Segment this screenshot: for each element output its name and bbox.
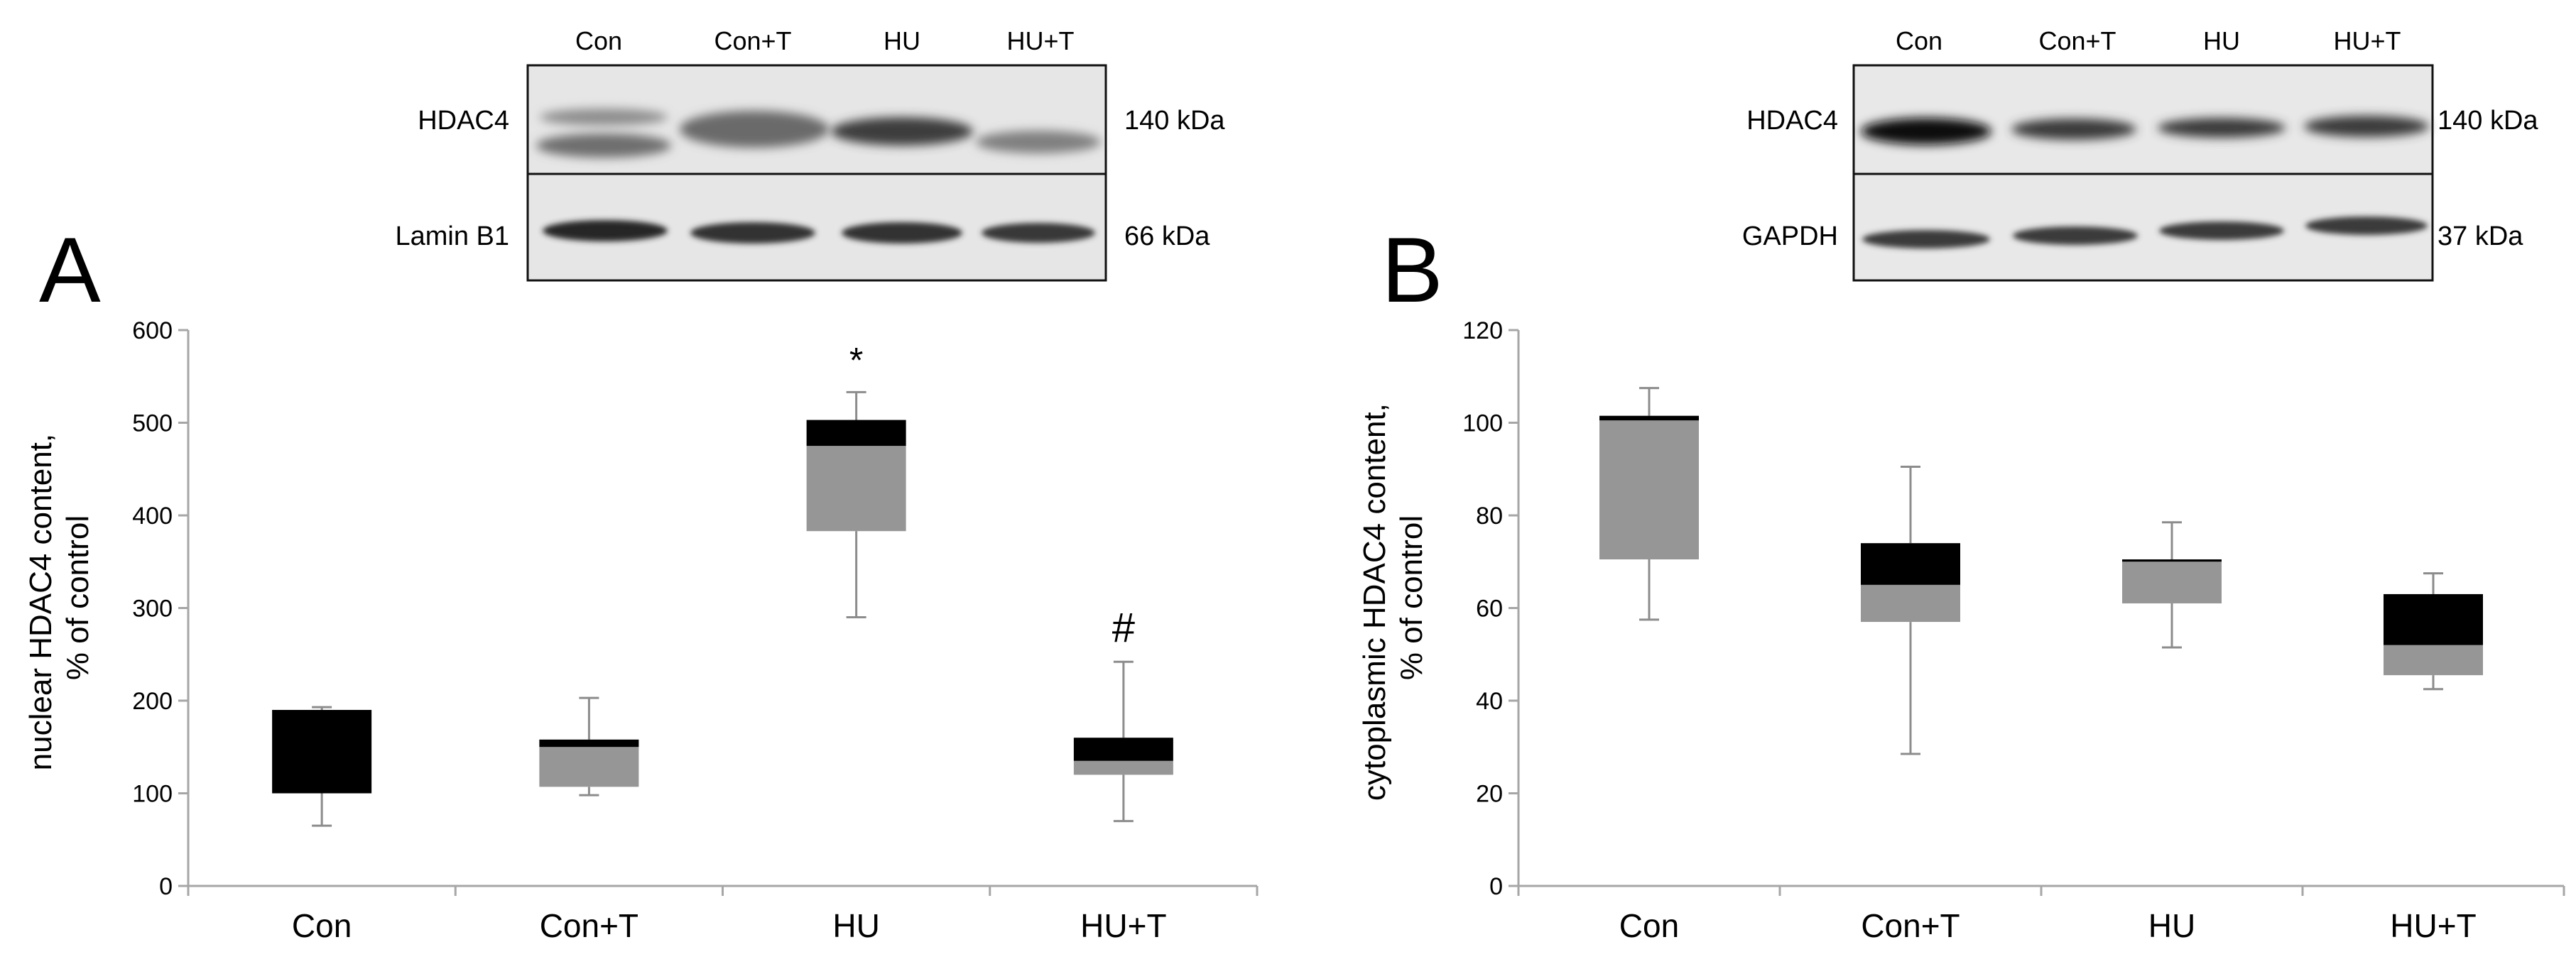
y-tick-label: 0 [1489, 873, 1503, 900]
blot-row-label-hdac4: HDAC4 [1746, 106, 1838, 136]
blot-lane-label-hu: HU [2203, 26, 2240, 55]
box-lower-quartile [1073, 760, 1173, 775]
blot-band [2305, 217, 2428, 235]
blot-lane-label-con: Con [575, 26, 622, 55]
blot-size-label-66kda: 66 kDa [1124, 221, 1210, 251]
box-lower-quartile [1599, 420, 1699, 559]
y-tick-label: 100 [132, 781, 173, 808]
x-tick-label: HU [832, 907, 879, 944]
box-upper-quartile [806, 420, 906, 447]
blot-lane-label-con: Con [1896, 26, 1942, 55]
blot-band [982, 223, 1095, 243]
y-axis-label-a-line2: % of control [60, 515, 95, 680]
blot-band [543, 220, 668, 241]
blot-membrane-lamin-a [526, 173, 1107, 282]
blot-lane-label-con-t: Con+T [714, 26, 791, 55]
box-lower-quartile [1861, 584, 1960, 623]
significance-marker: * [849, 340, 863, 380]
box-upper-quartile [1599, 415, 1699, 421]
box-upper-quartile [2122, 559, 2222, 562]
blot-membrane-gapdh-b [1852, 173, 2434, 282]
blot-band [2304, 116, 2429, 137]
blot-membrane-hdac4-b [1852, 64, 2434, 175]
panel-a: A Con Con+T HU HU+T HDAC4 Lamin B1 140 k… [23, 26, 1259, 944]
y-tick-label: 40 [1476, 688, 1503, 715]
box-lower-quartile [539, 747, 639, 787]
blot-band [690, 222, 815, 243]
y-tick-label: 60 [1476, 596, 1503, 623]
y-axis-label-a: nuclear HDAC4 content, % of control [23, 425, 95, 771]
blot-size-label-37kda: 37 kDa [2438, 221, 2523, 251]
y-tick-label: 500 [132, 410, 173, 437]
x-tick-label: Con [292, 907, 352, 944]
y-tick-label: 600 [132, 317, 173, 344]
blot-membrane-hdac4-a [526, 64, 1107, 175]
panel-letter-a: A [39, 218, 101, 322]
blot-band [2011, 119, 2136, 140]
x-tick-label: Con+T [1861, 907, 1960, 944]
x-tick-label: HU+T [2390, 907, 2476, 944]
blot-row-label-hdac4: HDAC4 [418, 106, 509, 136]
y-tick-label: 300 [132, 596, 173, 623]
y-axis-label-b: cytoplasmic HDAC4 content, % of control [1357, 395, 1429, 801]
x-tick-label: Con+T [540, 907, 638, 944]
box-upper-quartile [272, 710, 372, 794]
x-tick-label: HU+T [1080, 907, 1166, 944]
box-upper-quartile [1861, 543, 1960, 585]
blot-lane-label-con-t: Con+T [2038, 26, 2116, 55]
blot-band [680, 111, 829, 148]
significance-marker: # [1112, 605, 1135, 651]
y-tick-label: 20 [1476, 781, 1503, 808]
box-plot-a: 0 100 200 300 400 500 600 Con Con+T HU * HU+T # [132, 317, 1259, 944]
blot-lane-label-hu: HU [884, 26, 920, 55]
blot-band [540, 109, 668, 126]
box-upper-quartile [2384, 593, 2483, 645]
blot-row-label-lamin-b1: Lamin B1 [395, 221, 509, 251]
y-tick-label: 400 [132, 503, 173, 530]
blot-lane-label-hu-t: HU+T [1006, 26, 1074, 55]
box-lower-quartile [2384, 645, 2483, 676]
western-blot-b: Con Con+T HU HU+T HDAC4 GAPDH 140 kDa 37… [1742, 26, 2538, 282]
y-tick-label: 120 [1462, 317, 1503, 344]
western-blot-a: Con Con+T HU HU+T HDAC4 Lamin B1 140 kDa… [395, 26, 1225, 282]
panel-letter-b: B [1381, 218, 1443, 322]
box-upper-quartile [539, 739, 639, 748]
y-tick-label: 200 [132, 688, 173, 715]
y-axis-label-a-line1: nuclear HDAC4 content, [23, 434, 58, 770]
panel-b: B Con Con+T HU HU+T HDAC4 GAPDH 140 kDa … [1357, 26, 2565, 944]
y-tick-label: 0 [159, 873, 173, 900]
blot-lane-label-hu-t: HU+T [2333, 26, 2401, 55]
blot-band [2158, 118, 2286, 138]
box-lower-quartile [806, 446, 906, 532]
blot-band [2013, 226, 2138, 245]
box-plot-b: 0 20 40 60 80 100 120 Con Con+T HU HU+T [1462, 317, 2565, 944]
x-tick-label: HU [2148, 907, 2195, 944]
blot-size-label-140kda: 140 kDa [2438, 106, 2538, 136]
y-tick-label: 100 [1462, 410, 1503, 437]
blot-band [1861, 118, 1991, 145]
blot-band [976, 131, 1101, 153]
y-axis-label-b-line1: cytoplasmic HDAC4 content, [1357, 403, 1392, 801]
y-axis-label-b-line2: % of control [1394, 515, 1429, 680]
blot-size-label-140kda: 140 kDa [1124, 106, 1225, 136]
blot-band [831, 117, 973, 146]
blot-band [842, 222, 962, 243]
blot-band [2159, 221, 2284, 240]
blot-band [536, 133, 671, 158]
blot-band [1862, 230, 1990, 248]
box-upper-quartile [1073, 738, 1173, 761]
box-lower-quartile [2122, 562, 2222, 603]
y-tick-label: 80 [1476, 503, 1503, 530]
blot-row-label-gapdh: GAPDH [1742, 221, 1838, 251]
x-tick-label: Con [1619, 907, 1679, 944]
